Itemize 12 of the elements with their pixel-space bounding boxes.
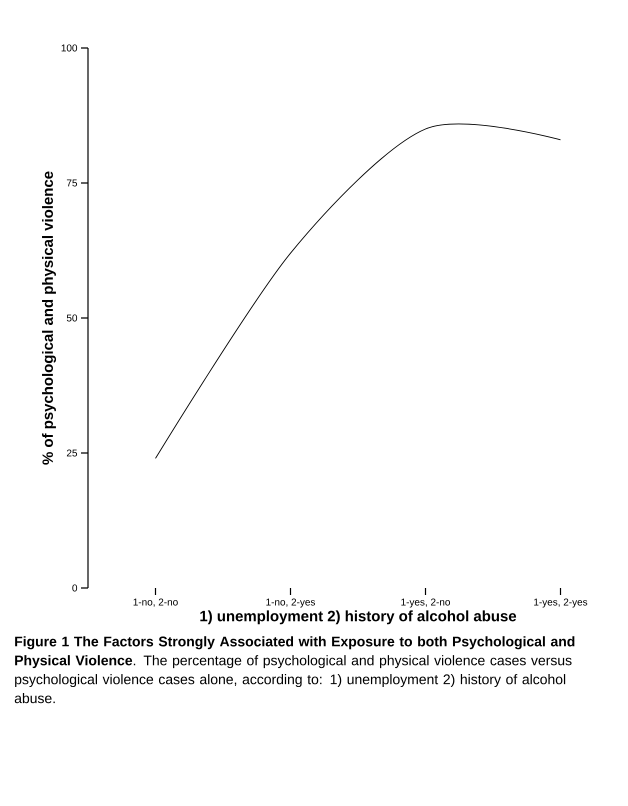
y-tick-label: 50: [66, 314, 78, 322]
y-tick-label: 25: [66, 449, 78, 457]
x-axis-title: 1) unemployment 2) history of alcohol abuse: [200, 610, 516, 624]
text: Figure 1 The Factors Strongly Associated with Exposure to both Psychological and Physical Violence. The percentage of psychological and physical violence cases versus psychological violence cases alone, according to: 1) unemployment 2) history of alcohol abuse.: [14, 636, 574, 704]
x-tick-label: 1-yes, 2-yes: [534, 598, 588, 608]
y-tick-label: 100: [62, 44, 78, 52]
x-tick-label: 1-no, 2-yes: [266, 598, 316, 608]
x-tick-label: 1-no, 2-no: [134, 598, 178, 607]
y-axis-title: % of psychological and physical violence: [42, 172, 56, 465]
y-tick-label: 0: [72, 584, 78, 592]
x-tick-label: 1-yes, 2-no: [401, 598, 450, 608]
y-tick-label: 75: [66, 180, 78, 186]
